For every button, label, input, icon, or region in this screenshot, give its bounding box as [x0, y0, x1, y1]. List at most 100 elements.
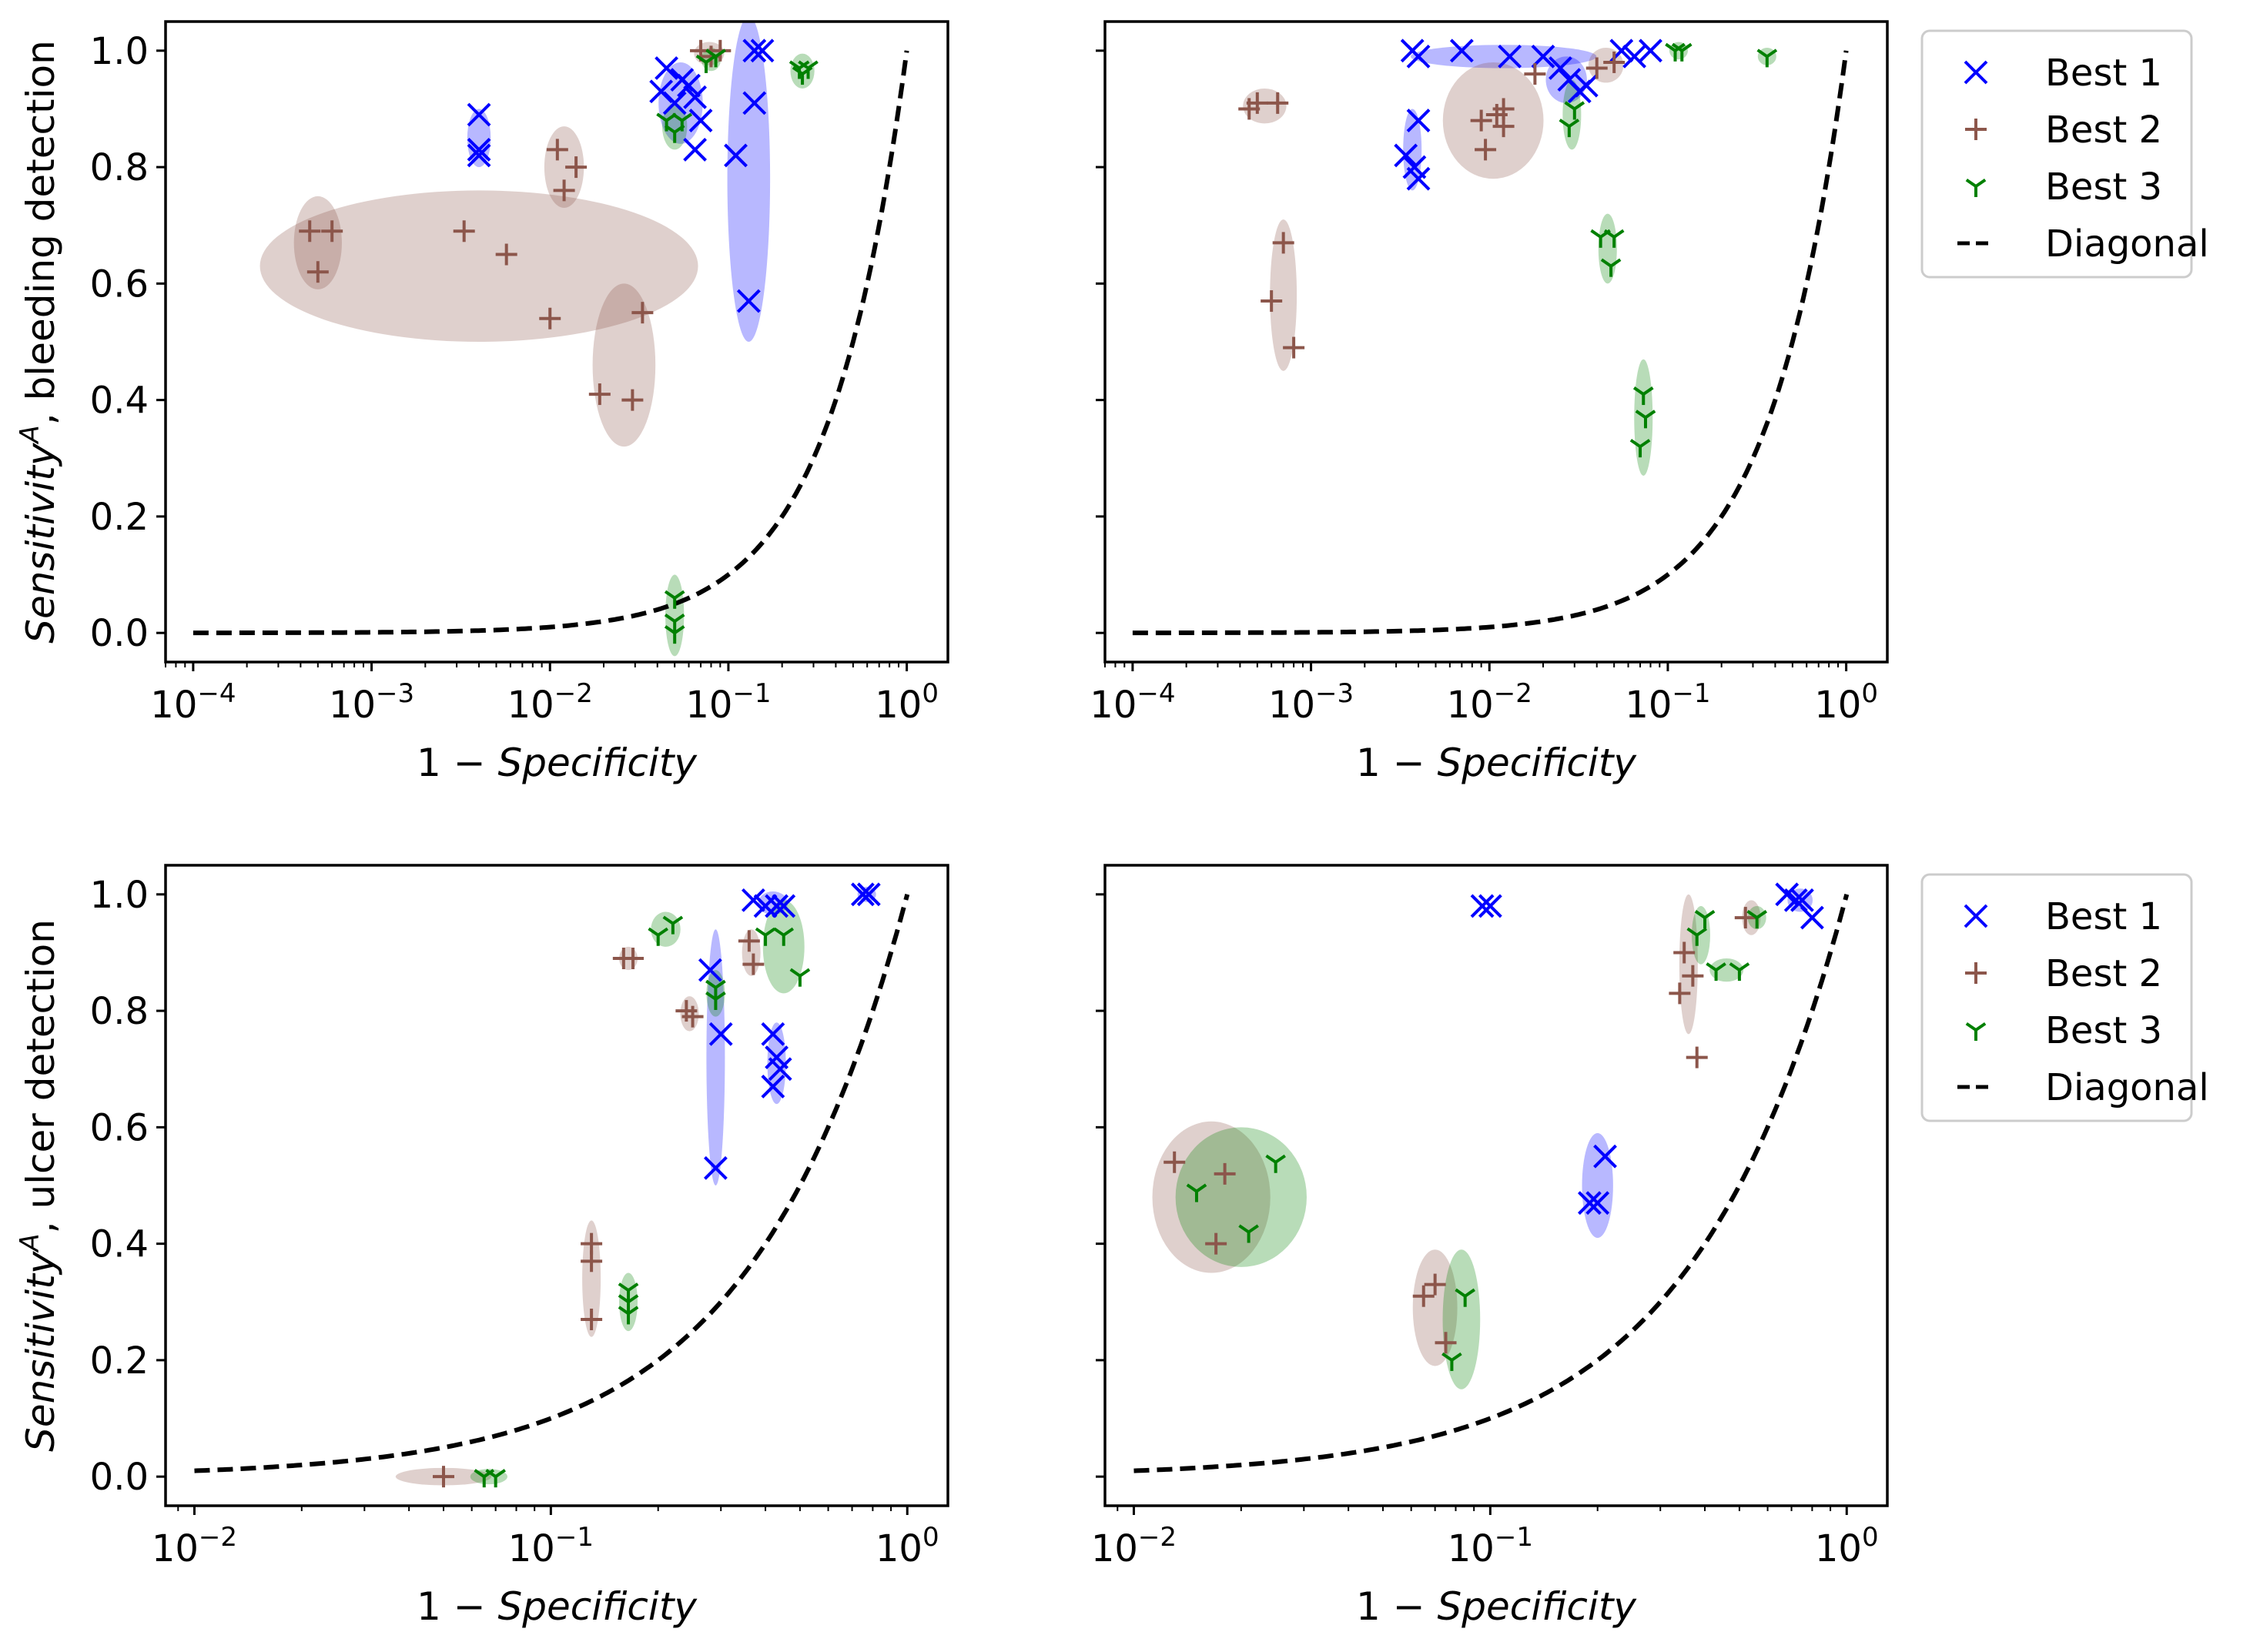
point-best3-0 [1686, 927, 1708, 946]
point-best3-8 [1455, 1288, 1476, 1307]
legend-marker-best2 [1965, 962, 1987, 984]
point-best2-8 [565, 156, 588, 179]
point-best2-8 [581, 1250, 603, 1272]
point-best3-2 [671, 112, 693, 132]
point-best1-8 [1574, 73, 1599, 98]
point-best1-2 [467, 143, 491, 168]
point-best1-12 [761, 1075, 785, 1099]
point-best1-10 [683, 137, 707, 162]
legend-label: Best 1 [2045, 895, 2162, 938]
point-best2-6 [1214, 1162, 1236, 1185]
point-best3-3 [1729, 962, 1750, 982]
point-best2-0 [433, 1466, 455, 1488]
point-best1-6 [1593, 1144, 1617, 1169]
y-tick-label: 0.4 [90, 380, 149, 423]
legend-marker-best3 [1965, 1022, 1987, 1041]
ellipse-best2-2 [680, 996, 699, 1032]
point-best1-3 [655, 56, 678, 80]
legend-marker-best1 [1964, 60, 1988, 85]
y-tick-label: 0.8 [90, 990, 149, 1033]
x-tick-label: 10−2 [1091, 1522, 1177, 1570]
ellipse-best2-3 [1270, 219, 1297, 371]
x-tick-label: 10−2 [152, 1522, 237, 1570]
point-best3-5 [1632, 386, 1654, 406]
ellipse-best3-4 [1442, 1249, 1481, 1389]
x-tick-label: 10−2 [1447, 678, 1532, 727]
point-best1-1 [1406, 44, 1431, 69]
point-best2-10 [1435, 1332, 1457, 1354]
ellipse-best3-0 [661, 102, 688, 150]
legend-frame-bottom [1920, 873, 2193, 1122]
ellipse-best3-3 [1669, 42, 1688, 60]
x-tick-label: 10−2 [507, 678, 593, 727]
point-best1-0 [1470, 894, 1495, 918]
axes-frame-bottom-left [164, 864, 949, 1507]
x-tick-label: 10−4 [1090, 678, 1175, 727]
point-best2-2 [306, 261, 329, 283]
diagonal-line-top-right [1132, 50, 1849, 636]
x-tick-label: 10−4 [150, 678, 236, 727]
point-best3-7 [798, 60, 819, 79]
y-tick-label: 0.0 [90, 1456, 149, 1499]
point-best3-10 [664, 625, 685, 644]
legend-frame-top [1920, 29, 2193, 279]
point-best1-4 [753, 894, 778, 918]
ellipse-best2-3 [742, 929, 761, 976]
plot-area-bottom-right [1133, 882, 1850, 1473]
point-best3-5 [1186, 1183, 1207, 1202]
ticks-top-left: 0.0 0.2 0.4 0.6 0.8 1.0 10−4 10−3 10−2 10−1 100 [90, 30, 939, 727]
point-best3-7 [1629, 439, 1651, 458]
point-best1-15 [1406, 166, 1431, 191]
x-tick-label: 10−1 [1625, 678, 1710, 727]
diagonal-line-top-left [193, 50, 909, 636]
x-tick-label: 100 [876, 1522, 939, 1570]
point-best2-9 [588, 383, 611, 406]
point-best3-1 [1694, 910, 1716, 929]
point-best1-7 [677, 73, 701, 98]
point-best3-4 [1600, 258, 1622, 277]
legend-label: Best 1 [2045, 52, 2162, 95]
ellipse-best2-2 [544, 126, 584, 209]
legend-label: Diagonal [2045, 222, 2209, 266]
x-axis-label-top-right: 1 − Specificity [1356, 741, 1637, 785]
point-best1-5 [1800, 905, 1824, 930]
point-best1-8 [683, 85, 707, 109]
point-best2-9 [1585, 57, 1608, 79]
point-best3-1 [1564, 101, 1585, 120]
x-tick-label: 10−3 [1268, 678, 1354, 727]
point-best3-9 [664, 614, 685, 633]
point-best1-6 [772, 894, 796, 918]
legend-label: Best 2 [2045, 109, 2162, 152]
point-best3-11 [618, 1306, 639, 1325]
point-best2-5 [539, 307, 561, 329]
ellipse-best2-0 [1243, 88, 1287, 124]
ellipse-best1-2 [727, 22, 771, 342]
ellipse-best2-1 [1442, 62, 1544, 179]
point-best1-1 [708, 1022, 733, 1046]
point-best1-0 [698, 958, 722, 982]
y-tick-label: 0.2 [90, 1339, 149, 1383]
plot-clip-top-right [1132, 38, 1849, 636]
x-tick-label: 100 [1814, 678, 1878, 727]
legend-bottom: Best 1 Best 2 Best 3 Diagonal [1920, 873, 2209, 1122]
point-best3-8 [789, 968, 811, 987]
point-best1-11 [768, 1057, 792, 1082]
y-tick-label: 0.0 [90, 612, 149, 655]
point-best1-3 [1498, 44, 1522, 69]
point-best1-9 [688, 109, 713, 132]
point-best3-6 [1238, 1224, 1259, 1243]
plot-clip-bottom-right [1133, 882, 1850, 1473]
point-best3-9 [1441, 1352, 1462, 1371]
panel-top-left: 0.0 0.2 0.4 0.6 0.8 1.0 10−4 10−3 10−2 10−1 100 [90, 20, 949, 727]
y-tick-label: 0.8 [90, 146, 149, 189]
legend-label: Best 3 [2045, 1009, 2162, 1052]
point-best2-0 [1669, 982, 1691, 1005]
panel-top-right: 10−4 10−3 10−2 10−1 100 [1090, 20, 1889, 727]
axes-frame-top-left [164, 20, 949, 664]
ellipse-best3-1 [1709, 958, 1744, 982]
panel-bottom-left: 0.0 0.2 0.4 0.6 0.8 1.0 10−2 10−1 100 [90, 864, 949, 1570]
axes-frame-top-right [1103, 20, 1889, 664]
point-best2-7 [1492, 115, 1515, 138]
ellipse-best2-0 [293, 196, 342, 289]
point-best1-12 [742, 38, 767, 63]
